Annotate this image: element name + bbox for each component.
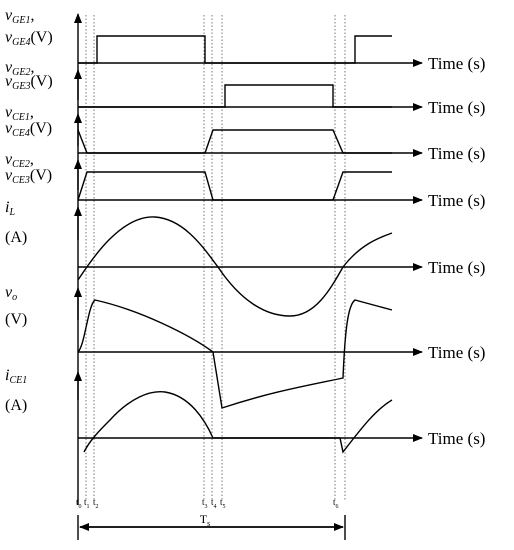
label: vGE4(V) xyxy=(5,29,53,48)
axis-label: Time (s) xyxy=(428,191,485,210)
label-tail: , xyxy=(30,59,34,76)
label-main: t xyxy=(93,497,96,507)
label: (A) xyxy=(5,397,27,414)
label-sub: 0 xyxy=(79,504,82,510)
label: Ts xyxy=(200,512,210,528)
label: t4 xyxy=(211,497,217,510)
axis-label: Time (s) xyxy=(428,343,485,362)
label: t5 xyxy=(220,497,226,510)
label-main: t xyxy=(202,497,205,507)
label: vGE3(V) xyxy=(5,73,53,92)
label-tail: , xyxy=(30,104,34,121)
axis-label: Time (s) xyxy=(428,54,485,73)
label-sub: 3 xyxy=(205,504,208,510)
axis-label: Time (s) xyxy=(428,258,485,277)
label-sub: s xyxy=(207,519,210,528)
label-tail: (V) xyxy=(30,167,52,184)
label: vo xyxy=(5,284,17,303)
label-sub: 1 xyxy=(87,504,90,510)
label-tail: (V) xyxy=(30,29,52,46)
label-main: t xyxy=(211,497,214,507)
label-sub: GE1 xyxy=(12,15,30,26)
label-main: i xyxy=(5,367,9,384)
label-sub: 2 xyxy=(96,504,99,510)
label-sub: o xyxy=(12,292,17,303)
label-sub: GE3 xyxy=(12,81,30,92)
label-main: v xyxy=(5,284,13,301)
label-sub: L xyxy=(8,207,15,218)
label-tail: , xyxy=(30,151,34,168)
axis-label: Time (s) xyxy=(428,144,485,163)
label-main: v xyxy=(5,29,13,46)
label-main: v xyxy=(5,120,13,137)
label-sub: CE3 xyxy=(12,175,30,186)
label-sub: CE2 xyxy=(12,159,30,170)
label: iL xyxy=(5,199,15,218)
label: t3 xyxy=(202,497,208,510)
label-main: i xyxy=(5,199,9,216)
label-sub: 6 xyxy=(336,504,339,510)
label-sub: CE1 xyxy=(9,375,27,386)
label-main: (A) xyxy=(5,229,27,246)
label-tail: (V) xyxy=(30,120,52,137)
axis-label: Time (s) xyxy=(428,429,485,448)
timing-lines xyxy=(85,15,346,500)
label: t6 xyxy=(333,497,339,510)
label-sub: GE4 xyxy=(12,37,30,48)
label: vGE1, xyxy=(5,7,34,26)
label-main: v xyxy=(5,73,13,90)
label-main: v xyxy=(5,167,13,184)
label: vGE2, xyxy=(5,59,34,78)
label: vCE2, xyxy=(5,151,34,170)
label: iCE1 xyxy=(5,367,27,386)
label-main: t xyxy=(76,497,79,507)
label: t2 xyxy=(93,497,99,510)
label-main: v xyxy=(5,104,13,121)
label-tail: (V) xyxy=(30,73,52,90)
label-main: v xyxy=(5,59,13,76)
label: t1 xyxy=(84,497,90,510)
label-sub: 4 xyxy=(214,504,217,510)
label-sub: CE1 xyxy=(12,112,30,123)
label: vCE3(V) xyxy=(5,167,52,186)
label-main: t xyxy=(84,497,87,507)
label-main: (V) xyxy=(5,311,27,328)
label-main: v xyxy=(5,151,13,168)
label: vCE1, xyxy=(5,104,34,123)
label-main: (A) xyxy=(5,397,27,414)
label: vCE4(V) xyxy=(5,120,52,139)
label: t0 xyxy=(76,497,82,510)
label-main: T xyxy=(200,512,208,526)
label-sub: 5 xyxy=(223,504,226,510)
label-main: t xyxy=(220,497,223,507)
label-main: t xyxy=(333,497,336,507)
label-main: v xyxy=(5,7,13,24)
label: (A) xyxy=(5,229,27,246)
label-tail: , xyxy=(30,7,34,24)
label: (V) xyxy=(5,311,27,328)
label-sub: CE4 xyxy=(12,128,30,139)
label-sub: GE2 xyxy=(12,67,30,78)
axis-label: Time (s) xyxy=(428,98,485,117)
